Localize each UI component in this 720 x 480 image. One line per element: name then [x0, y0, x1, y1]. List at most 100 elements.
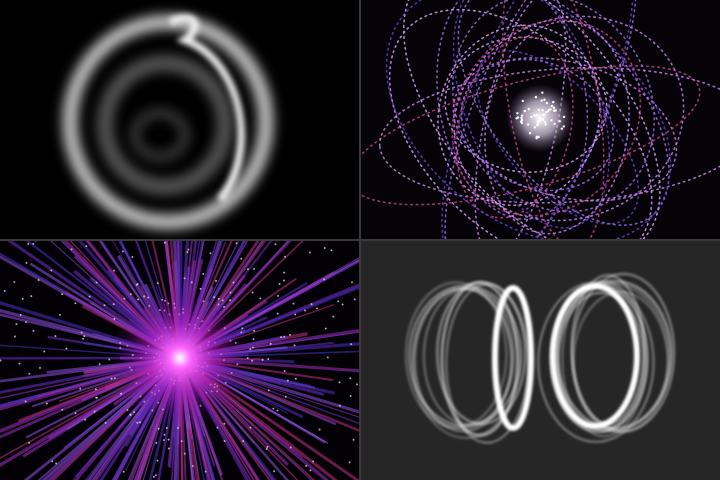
burst-dot: [163, 433, 166, 436]
burst-dot: [351, 281, 354, 284]
orbit-dot: [526, 123, 530, 126]
burst-dot: [269, 342, 272, 345]
orbit-path: [453, 15, 685, 222]
burst-dot: [113, 269, 116, 272]
orbit-path: [441, 0, 635, 239]
burst-dot: [24, 400, 27, 403]
orbit-dot: [537, 108, 540, 112]
burst-dot: [94, 388, 97, 391]
burst-dot: [240, 257, 243, 260]
burst-dot: [221, 299, 224, 302]
panel-rings: [361, 241, 720, 480]
orbit-path: [444, 0, 638, 239]
burst-dot: [137, 298, 140, 301]
burst-dot: [104, 421, 107, 424]
orbit-dot: [520, 118, 524, 122]
burst-dot: [45, 402, 48, 405]
burst-dot: [348, 461, 351, 464]
burst-dot: [154, 474, 157, 477]
orbit-dot: [544, 123, 547, 126]
burst-dot: [283, 335, 286, 338]
burst-dot: [356, 383, 359, 386]
burst-dot: [186, 251, 189, 254]
burst-dot: [135, 283, 138, 286]
burst-dot: [19, 314, 22, 317]
orbit-dot: [553, 122, 556, 126]
burst-dot: [83, 335, 86, 338]
spiral-inner: [97, 55, 233, 195]
burst-dot: [25, 321, 28, 324]
orbit-dot: [545, 101, 549, 105]
orbit-dot: [549, 108, 552, 111]
burst-dot: [126, 409, 129, 412]
burst-dot: [277, 294, 280, 297]
burst-dot: [283, 271, 286, 274]
burst-dot: [265, 447, 268, 450]
burst-dot: [155, 441, 158, 444]
burst-dot: [110, 377, 113, 380]
burst-dot: [352, 438, 355, 441]
burst-dot: [252, 346, 255, 349]
burst-dot: [246, 268, 249, 271]
orbit-dot: [550, 118, 553, 122]
burst-dot: [165, 427, 168, 430]
burst-dot: [0, 359, 2, 362]
burst-dot: [157, 427, 160, 430]
burst-dot: [51, 460, 54, 463]
burst-dot: [242, 439, 245, 442]
burst-dot: [350, 343, 353, 346]
burst-dot: [43, 350, 46, 353]
burst-dot: [330, 249, 333, 252]
burst-dot: [85, 245, 88, 248]
orbit-dot: [558, 120, 561, 123]
orbit-dot: [533, 126, 536, 129]
orbit-path: [444, 36, 608, 173]
orbit-dot: [533, 114, 537, 118]
burst-dot: [98, 363, 101, 366]
burst-dot: [79, 387, 82, 390]
burst-dot: [38, 366, 41, 369]
burst-dot: [276, 409, 279, 412]
rings: [404, 272, 676, 444]
burst-dot: [15, 323, 18, 326]
burst-dot: [349, 377, 352, 380]
burst-dot: [310, 303, 313, 306]
orbit-dot: [541, 91, 544, 94]
burst-dot: [292, 302, 295, 305]
spiral-tail: [168, 14, 245, 203]
burst-dot: [249, 348, 252, 351]
orbit-path: [455, 35, 574, 219]
burst-dot: [215, 279, 218, 282]
burst-dot: [187, 248, 190, 251]
burst-dot: [235, 242, 238, 245]
burst-dot: [123, 297, 126, 300]
orbit-dot: [547, 109, 550, 113]
burst-dot: [305, 464, 308, 467]
burst-dot: [28, 441, 31, 444]
burst-dot: [202, 273, 205, 276]
burst-dot: [37, 279, 40, 282]
burst-dot: [232, 281, 235, 284]
spiral-core: [131, 109, 189, 161]
burst-dot: [309, 469, 312, 472]
burst-dot: [50, 269, 53, 272]
orbit-dot: [543, 98, 546, 101]
burst-dot: [131, 255, 134, 258]
orbit-dot: [528, 132, 532, 135]
ring-trail: [537, 281, 655, 443]
orbit-dot: [521, 99, 524, 103]
orbit-dot: [543, 120, 547, 124]
burst-dot: [129, 413, 132, 416]
orbit-dot: [534, 95, 538, 99]
burst-dot: [286, 379, 289, 382]
burst-dot: [204, 470, 207, 473]
burst-dot: [93, 410, 96, 413]
burst-dot: [133, 411, 136, 414]
burst-dot: [293, 344, 296, 347]
burst-dot: [138, 421, 141, 424]
burst-dot: [74, 412, 77, 415]
burst-dot: [61, 408, 64, 411]
orbit-dot: [540, 99, 543, 102]
burst-dot: [338, 381, 341, 384]
burst-dot: [21, 297, 24, 300]
